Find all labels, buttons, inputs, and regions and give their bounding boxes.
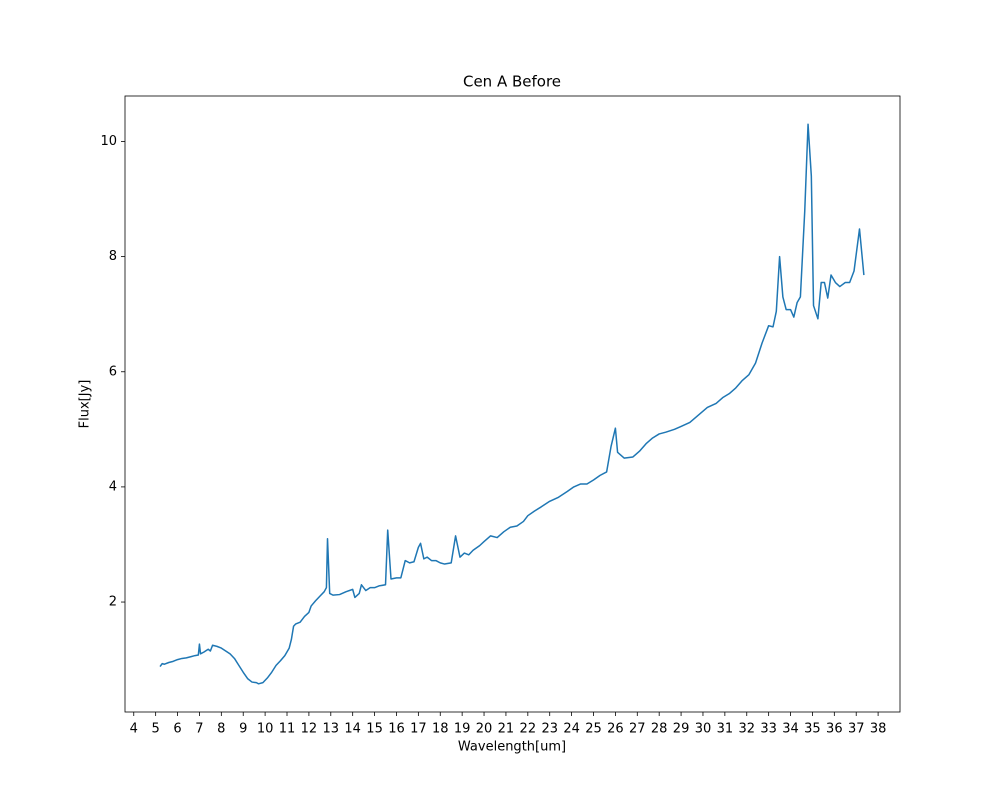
- x-tick-label: 6: [173, 722, 181, 737]
- x-tick-label: 33: [760, 722, 777, 737]
- x-tick-label: 35: [804, 722, 821, 737]
- x-tick-label: 4: [130, 722, 138, 737]
- x-tick-label: 29: [673, 722, 690, 737]
- x-tick-label: 8: [217, 722, 225, 737]
- x-tick-label: 25: [585, 722, 602, 737]
- x-tick-label: 15: [366, 722, 383, 737]
- y-tick-label: 8: [109, 249, 117, 264]
- x-axis-label: Wavelength[um]: [458, 740, 566, 755]
- x-tick-label: 24: [563, 722, 580, 737]
- x-tick-label: 5: [152, 722, 160, 737]
- x-tick-label: 22: [520, 722, 537, 737]
- x-tick-label: 20: [476, 722, 493, 737]
- y-tick-label: 10: [100, 134, 117, 149]
- x-tick-label: 38: [870, 722, 887, 737]
- y-tick-label: 6: [109, 364, 117, 379]
- x-tick-label: 36: [826, 722, 843, 737]
- x-tick-label: 34: [782, 722, 799, 737]
- x-tick-label: 18: [432, 722, 449, 737]
- x-tick-label: 21: [498, 722, 515, 737]
- x-tick-label: 37: [848, 722, 865, 737]
- y-tick-label: 4: [109, 479, 117, 494]
- plot-frame: [124, 95, 901, 713]
- x-tick-label: 23: [541, 722, 558, 737]
- x-tick-label: 9: [239, 722, 247, 737]
- y-axis-label: Flux[Jy]: [78, 380, 93, 429]
- x-tick-label: 27: [629, 722, 646, 737]
- x-tick-label: 14: [344, 722, 361, 737]
- x-tick-label: 10: [257, 722, 274, 737]
- x-tick-label: 32: [738, 722, 755, 737]
- x-tick-label: 30: [695, 722, 712, 737]
- y-tick-label: 2: [109, 595, 117, 610]
- x-tick-label: 16: [388, 722, 405, 737]
- x-tick-label: 11: [279, 722, 296, 737]
- x-tick-label: 13: [323, 722, 340, 737]
- x-tick-label: 26: [607, 722, 624, 737]
- x-tick-label: 31: [717, 722, 734, 737]
- x-tick-label: 19: [454, 722, 471, 737]
- chart-title: Cen A Before: [463, 73, 561, 91]
- x-tick-label: 7: [195, 722, 203, 737]
- data-line: [159, 123, 865, 685]
- x-tick-label: 28: [651, 722, 668, 737]
- x-tick-label: 12: [301, 722, 318, 737]
- x-tick-label: 17: [410, 722, 427, 737]
